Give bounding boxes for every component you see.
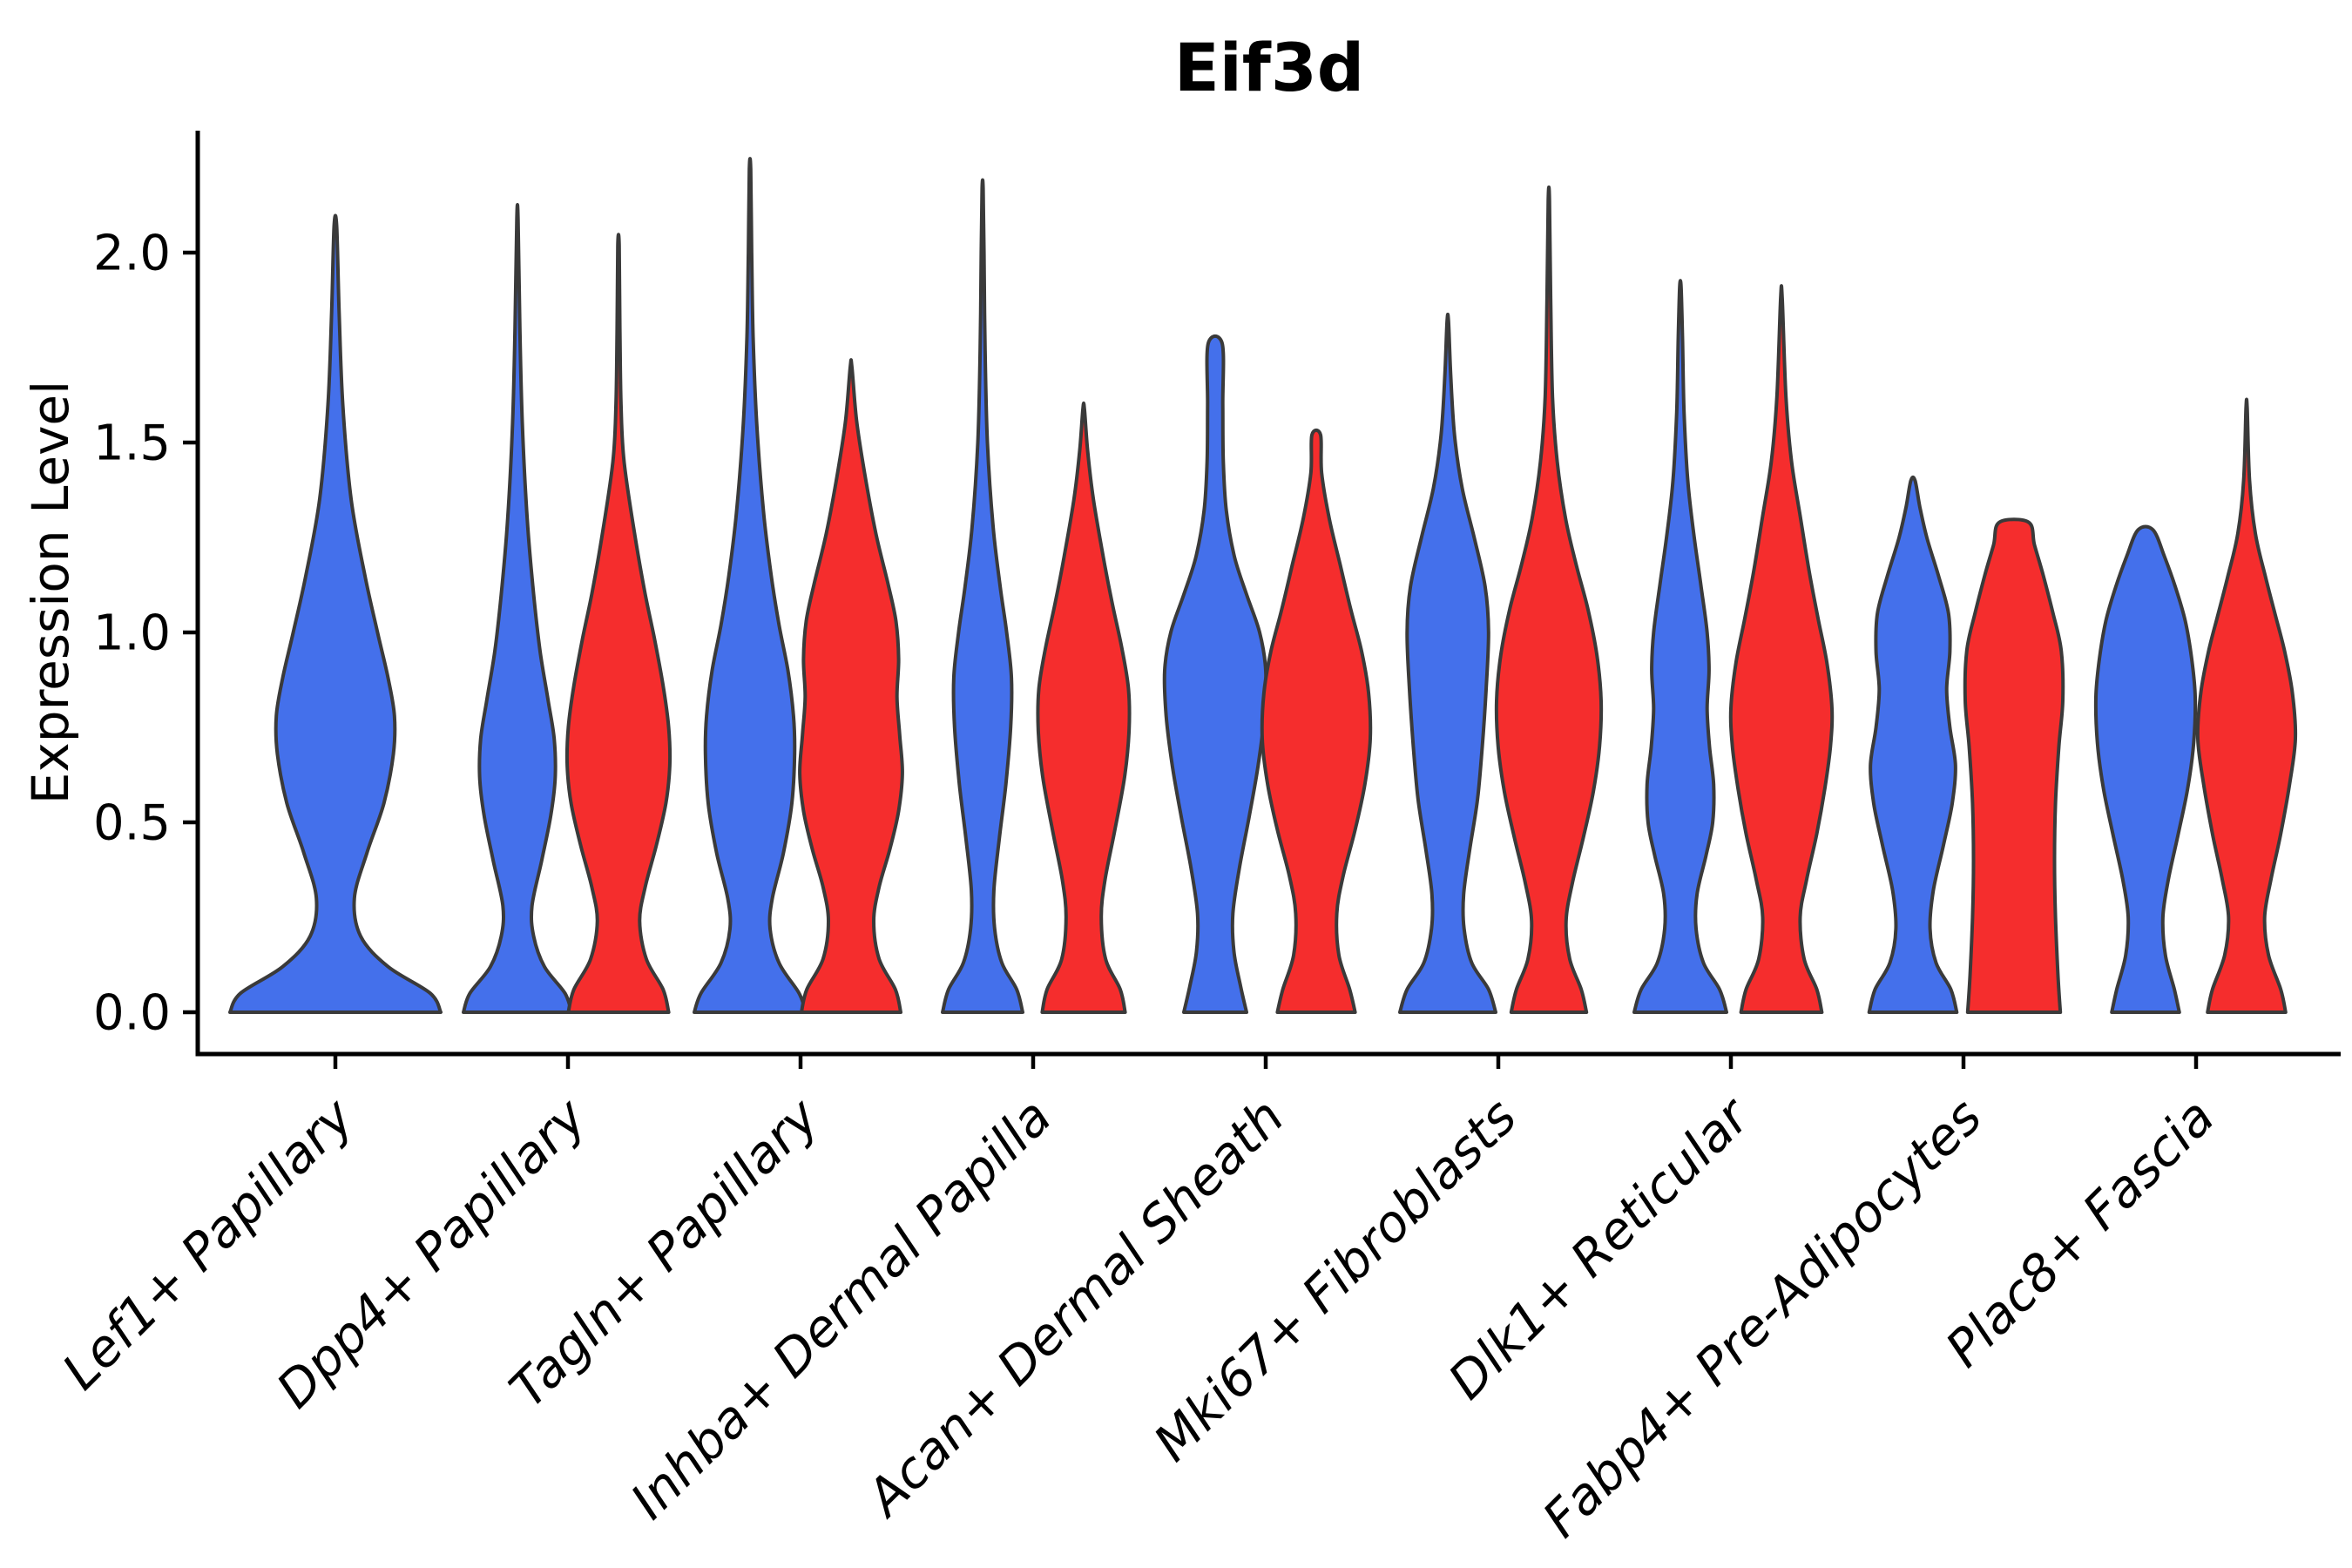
violin-fabp4-pre-adipocytes-red <box>1963 517 2065 1014</box>
violin-tagln-papillary-blue <box>693 157 808 1014</box>
violin-inhba-dermal-papilla-red <box>1036 401 1132 1014</box>
violin-mki67-fibroblasts-blue <box>1398 312 1497 1014</box>
violin-acan-dermal-sheath-blue <box>1162 334 1268 1014</box>
violin-dpp4-papillary-red <box>564 233 672 1014</box>
y-tick-label: 1.0 <box>93 605 171 662</box>
violin-dpp4-papillary-blue <box>462 202 573 1014</box>
violin-mki67-fibroblasts-red <box>1494 185 1604 1014</box>
violin-dlk1-reticular-blue <box>1632 279 1728 1014</box>
violin-tagln-papillary-red <box>798 358 904 1014</box>
y-tick-label: 0.5 <box>93 795 171 852</box>
violin-lef1-papillary-blue <box>228 213 443 1014</box>
y-axis-label: Expression Level <box>21 381 80 804</box>
y-tick-label: 1.5 <box>93 416 171 472</box>
axes-layer <box>183 131 2341 1069</box>
violin-dlk1-reticular-red <box>1728 284 1835 1014</box>
violin-fabp4-pre-adipocytes-blue <box>1867 475 1959 1014</box>
violin-inhba-dermal-papilla-blue <box>941 178 1024 1014</box>
violin-plac8-fascia-red <box>2195 397 2298 1014</box>
y-tick-label: 0.0 <box>93 985 171 1042</box>
violin-acan-dermal-sheath-red <box>1260 428 1373 1014</box>
violin-layer <box>228 157 2298 1014</box>
chart-title: Eif3d <box>1174 29 1364 106</box>
violin-plac8-fascia-blue <box>2093 524 2198 1014</box>
y-tick-label: 2.0 <box>93 226 171 282</box>
